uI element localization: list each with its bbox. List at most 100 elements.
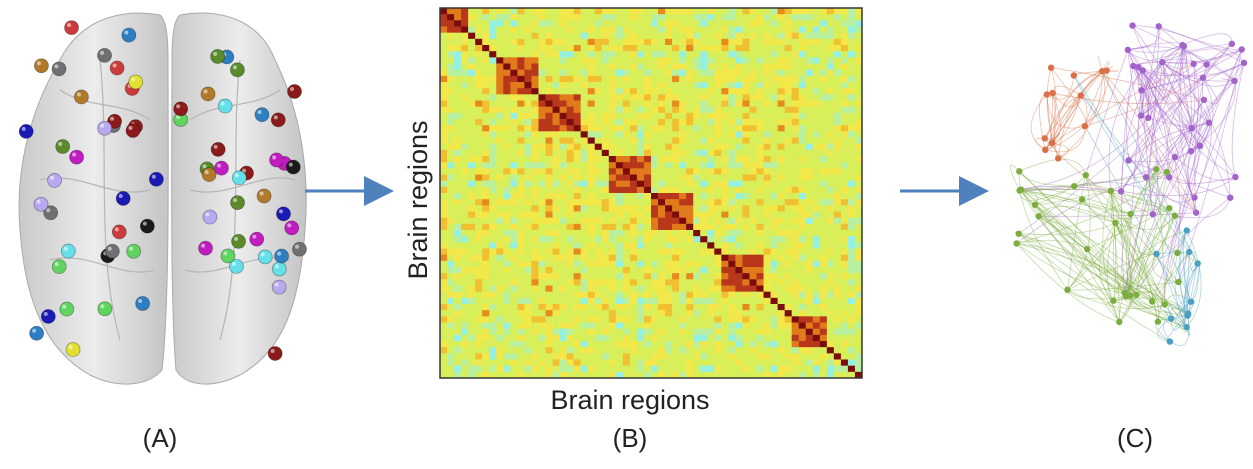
matrix-cell (524, 156, 531, 162)
matrix-cell (742, 267, 749, 273)
matrix-cell (595, 144, 602, 150)
matrix-cell (848, 94, 855, 100)
matrix-cell (553, 27, 560, 33)
matrix-cell (757, 131, 764, 137)
matrix-cell (524, 113, 531, 119)
matrix-cell (609, 353, 616, 359)
node-sphere (211, 49, 225, 63)
matrix-cell (503, 45, 510, 51)
matrix-cell (672, 267, 679, 273)
sphere-highlight (129, 126, 133, 130)
matrix-cell (517, 57, 524, 63)
matrix-cell (553, 329, 560, 335)
graph-node (1108, 188, 1114, 194)
matrix-cell (623, 45, 630, 51)
matrix-cell (630, 242, 637, 248)
matrix-cell (517, 144, 524, 150)
matrix-cell (588, 193, 595, 199)
matrix-cell (785, 162, 792, 168)
matrix-cell (454, 255, 461, 261)
matrix-cell (581, 273, 588, 279)
matrix-cell (510, 107, 517, 113)
matrix-cell (742, 366, 749, 372)
matrix-cell (749, 150, 756, 156)
matrix-cell (553, 304, 560, 310)
matrix-cell (778, 156, 785, 162)
matrix-cell (440, 125, 447, 131)
matrix-cell (721, 261, 728, 267)
matrix-cell (757, 57, 764, 63)
matrix-cell (735, 273, 742, 279)
matrix-cell (651, 298, 658, 304)
matrix-cell (482, 125, 489, 131)
matrix-cell (764, 51, 771, 57)
matrix-cell (665, 107, 672, 113)
matrix-cell (771, 242, 778, 248)
matrix-cell (749, 353, 756, 359)
matrix-cell (749, 175, 756, 181)
matrix-cell (848, 20, 855, 26)
matrix-cell (560, 64, 567, 70)
matrix-cell (553, 255, 560, 261)
matrix-cell (757, 360, 764, 366)
matrix-cell (560, 119, 567, 125)
matrix-cell (735, 138, 742, 144)
matrix-cell (468, 45, 475, 51)
matrix-cell (461, 292, 468, 298)
matrix-cell (602, 113, 609, 119)
node-sphere (272, 280, 286, 294)
matrix-cell (834, 45, 841, 51)
matrix-cell (834, 144, 841, 150)
matrix-cell (461, 261, 468, 267)
matrix-cell (721, 199, 728, 205)
matrix-cell (616, 45, 623, 51)
matrix-cell (841, 323, 848, 329)
matrix-cell (482, 131, 489, 137)
matrix-cell (482, 273, 489, 279)
matrix-cell (567, 335, 574, 341)
matrix-cell (742, 335, 749, 341)
matrix-cell (503, 304, 510, 310)
matrix-cell (813, 199, 820, 205)
matrix-cell (693, 138, 700, 144)
matrix-cell (707, 255, 714, 261)
matrix-cell (764, 131, 771, 137)
matrix-cell (742, 20, 749, 26)
matrix-cell (567, 224, 574, 230)
matrix-cell (799, 347, 806, 353)
matrix-cell (785, 64, 792, 70)
matrix-cell (630, 236, 637, 242)
matrix-cell (440, 193, 447, 199)
matrix-cell (447, 249, 454, 255)
matrix-cell (771, 341, 778, 347)
matrix-cell (764, 255, 771, 261)
matrix-cell (637, 88, 644, 94)
sphere-highlight (258, 110, 262, 114)
graph-node (1035, 213, 1041, 219)
matrix-cell (517, 88, 524, 94)
matrix-cell (806, 14, 813, 20)
matrix-cell (834, 187, 841, 193)
matrix-cell (595, 292, 602, 298)
figure: Brain regions Brain regions (A) (B) (C) (0, 0, 1253, 464)
matrix-cell (581, 51, 588, 57)
matrix-cell (454, 224, 461, 230)
matrix-cell (595, 45, 602, 51)
matrix-cell (665, 329, 672, 335)
matrix-cell (658, 70, 665, 76)
matrix-cell (820, 125, 827, 131)
matrix-cell (616, 267, 623, 273)
matrix-cell (447, 8, 454, 14)
matrix-cell (764, 218, 771, 224)
matrix-cell (567, 64, 574, 70)
matrix-cell (679, 150, 686, 156)
matrix-cell (489, 168, 496, 174)
graph-node (1150, 211, 1156, 217)
matrix-cell (553, 273, 560, 279)
edge (1177, 198, 1230, 253)
matrix-cell (440, 33, 447, 39)
matrix-cell (567, 279, 574, 285)
matrix-cell (637, 366, 644, 372)
matrix-cell (630, 335, 637, 341)
matrix-cell (658, 273, 665, 279)
